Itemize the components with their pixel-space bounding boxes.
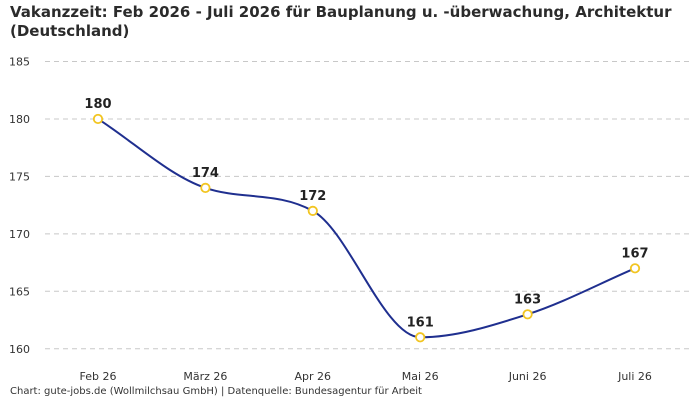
series-lines <box>97 118 636 339</box>
series-markers <box>92 113 641 343</box>
data-label: 172 <box>299 189 326 204</box>
data-point-marker <box>415 332 426 343</box>
x-tick-label: Mai 26 <box>402 370 439 383</box>
data-point-marker <box>307 205 318 216</box>
data-label: 180 <box>84 97 111 112</box>
x-tick-label: Feb 26 <box>80 370 117 383</box>
data-label: 174 <box>192 166 219 181</box>
x-tick-label: Juli 26 <box>617 370 652 383</box>
data-label: 167 <box>621 246 648 261</box>
y-tick-label: 175 <box>9 170 30 183</box>
data-labels: 180 174 172 161 163 167 <box>84 97 648 330</box>
grid-lines <box>45 60 690 350</box>
data-point-marker <box>200 182 211 193</box>
data-point-marker <box>629 263 641 274</box>
series-line-0 <box>97 118 636 339</box>
x-tick-label: Juni 26 <box>508 370 547 383</box>
data-point-marker <box>522 309 533 320</box>
chart-title: Vakanzzeit: Feb 2026 - Juli 2026 für Bau… <box>10 3 672 40</box>
x-axis-ticks: Feb 26 März 26 Apr 26 Mai 26 Juni 26 Juli 26 <box>80 370 652 383</box>
chart-source-footer: Chart: gute-jobs.de (Wollmilchsau GmbH) … <box>10 386 422 397</box>
data-label: 163 <box>514 292 541 307</box>
data-point-marker <box>92 113 104 125</box>
y-tick-label: 170 <box>9 228 30 241</box>
x-tick-label: März 26 <box>183 370 227 383</box>
y-tick-label: 185 <box>9 55 30 68</box>
y-tick-label: 180 <box>9 113 30 126</box>
y-axis-ticks: 160 165 170 175 180 185 <box>9 55 30 355</box>
x-tick-label: Apr 26 <box>295 370 332 383</box>
y-tick-label: 160 <box>9 343 30 356</box>
y-tick-label: 165 <box>9 285 30 298</box>
data-label: 161 <box>407 315 434 330</box>
